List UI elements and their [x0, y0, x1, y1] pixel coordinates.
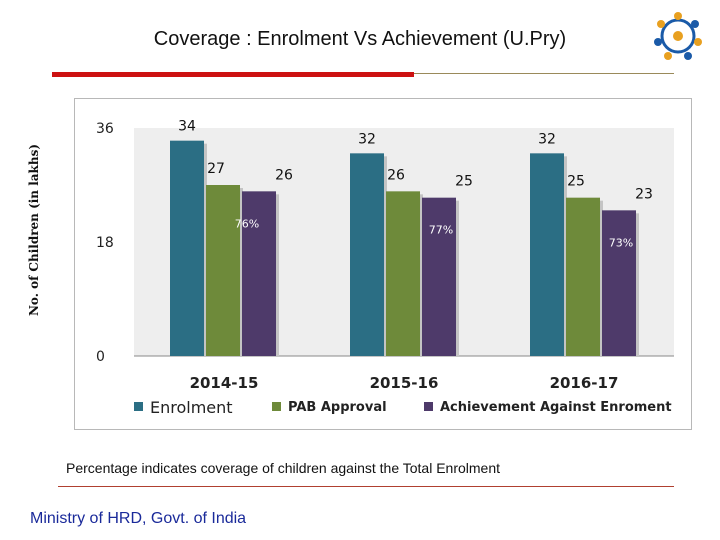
data-label: 27 — [207, 161, 225, 177]
title-underline-thin — [414, 73, 674, 74]
legend-label: Achievement Against Enroment — [440, 400, 672, 415]
legend-swatch — [272, 402, 281, 411]
x-tick-label: 2014-15 — [190, 374, 259, 392]
bar-achievement-against-enroment — [602, 210, 636, 356]
footnote: Percentage indicates coverage of childre… — [66, 460, 501, 476]
data-label: 25 — [567, 174, 585, 190]
bar-pab-approval — [386, 191, 420, 356]
bar-achievement-against-enroment — [242, 191, 276, 356]
data-label: 25 — [455, 174, 473, 190]
bar-chart: 0 18 36 34 27 26 76% 2014-15 32 26 25 77% 2015-16 32 2… — [74, 98, 692, 430]
legend-swatch — [134, 402, 143, 411]
title-underline-red — [52, 72, 414, 77]
data-label: 26 — [275, 167, 293, 183]
legend-label: PAB Approval — [288, 400, 387, 415]
data-label: 32 — [358, 131, 376, 147]
coverage-label: 73% — [609, 236, 633, 249]
bar-achievement-against-enroment — [422, 197, 456, 356]
y-axis-title: No. of Children (in lakhs) — [27, 143, 41, 317]
bar-enrolment — [170, 140, 204, 356]
bar-pab-approval — [566, 197, 600, 356]
y-tick-label: 36 — [96, 121, 114, 137]
x-tick-label: 2015-16 — [370, 374, 439, 392]
legend-label: Enrolment — [150, 398, 233, 417]
data-label: 26 — [387, 167, 405, 183]
people-circle-logo-icon — [654, 12, 702, 60]
slide-title: Coverage : Enrolment Vs Achievement (U.P… — [153, 28, 567, 50]
coverage-label: 76% — [235, 217, 259, 230]
bar-pab-approval — [206, 185, 240, 356]
y-tick-label: 18 — [96, 235, 114, 251]
data-label: 34 — [178, 119, 196, 135]
y-tick-label: 0 — [96, 349, 105, 365]
data-label: 23 — [635, 186, 653, 202]
coverage-label: 77% — [429, 224, 453, 237]
footer-rule — [58, 486, 674, 487]
data-label: 32 — [538, 131, 556, 147]
x-tick-label: 2016-17 — [550, 374, 619, 392]
ministry-footer: Ministry of HRD, Govt. of India — [30, 510, 247, 527]
bar-enrolment — [530, 153, 564, 356]
legend-swatch — [424, 402, 433, 411]
bar-enrolment — [350, 153, 384, 356]
